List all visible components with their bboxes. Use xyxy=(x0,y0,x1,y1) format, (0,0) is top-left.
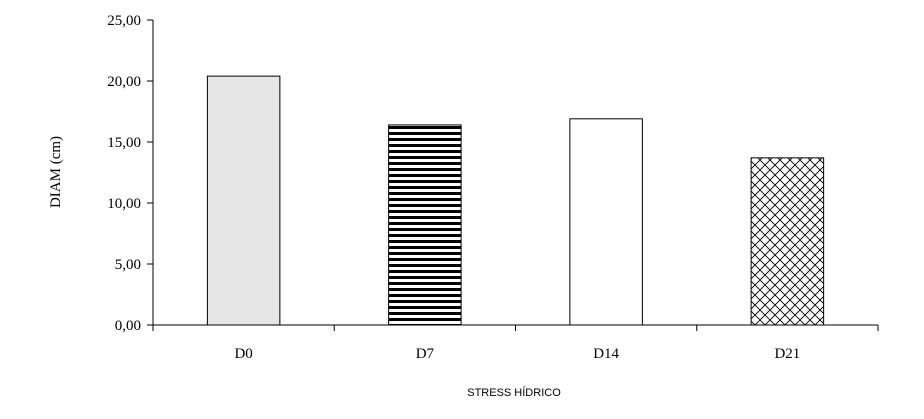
y-tick-label: 5,00 xyxy=(115,257,141,273)
x-tick-label: D0 xyxy=(234,346,252,362)
x-tick-label: D7 xyxy=(416,346,435,362)
x-tick-label: D14 xyxy=(593,346,619,362)
bar-d14 xyxy=(569,118,643,326)
bar-d7 xyxy=(388,124,462,326)
x-axis-label: STRESS HÍDRICO xyxy=(467,386,561,399)
y-axis-label: DIAM (cm) xyxy=(48,136,64,208)
bar-d21 xyxy=(750,157,825,326)
bar-d0 xyxy=(206,75,281,326)
y-tick-label: 10,00 xyxy=(107,196,141,212)
y-tick-label: 15,00 xyxy=(107,135,141,151)
x-tick-label: D21 xyxy=(774,346,800,362)
y-tick-label: 0,00 xyxy=(115,318,141,334)
bars: D0 D7 D14 D21 xyxy=(206,75,825,362)
y-tick-label: 20,00 xyxy=(107,74,141,90)
x-axis xyxy=(152,324,879,331)
y-axis: 0,00 5,00 10,00 15,00 20,00 25,00 xyxy=(107,13,154,334)
y-tick-label: 25,00 xyxy=(107,13,141,29)
